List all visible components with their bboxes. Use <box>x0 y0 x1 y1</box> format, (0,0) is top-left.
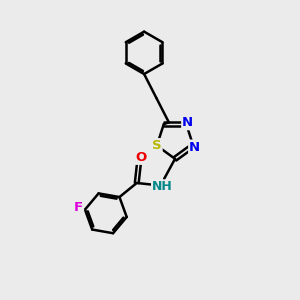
Text: F: F <box>74 201 83 214</box>
Text: O: O <box>135 151 146 164</box>
Text: N: N <box>189 141 200 154</box>
Text: N: N <box>182 116 193 129</box>
Text: NH: NH <box>152 180 173 193</box>
Text: S: S <box>152 139 162 152</box>
